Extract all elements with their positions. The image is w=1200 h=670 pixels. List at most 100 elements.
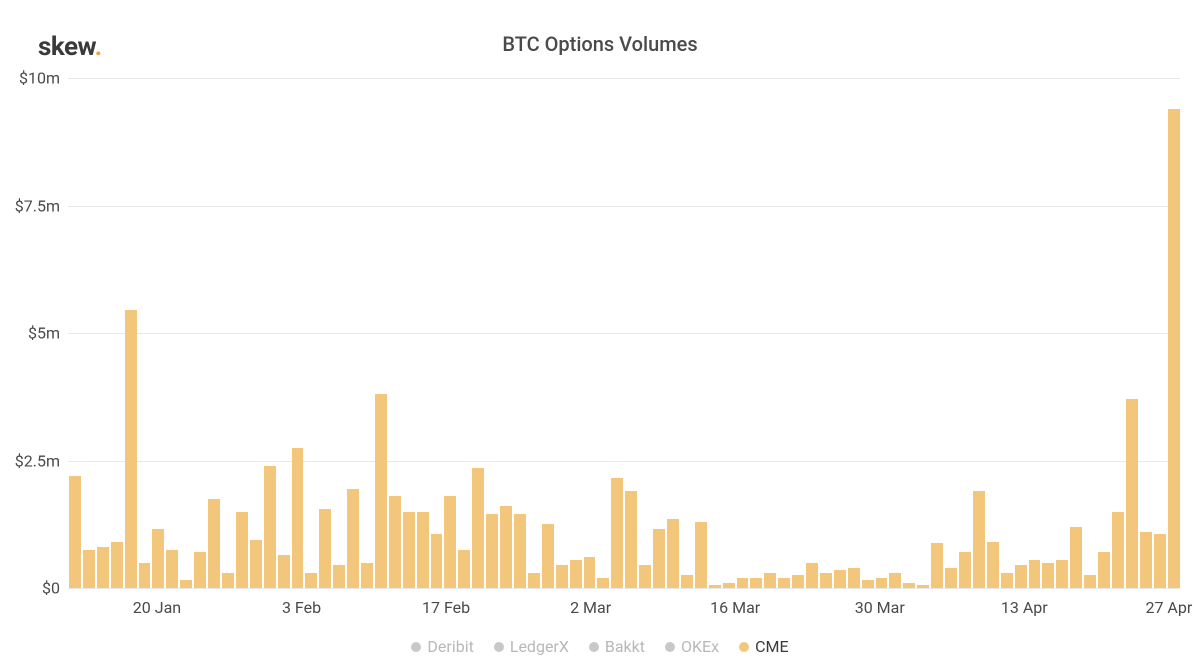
legend-label: Deribit	[427, 637, 473, 656]
bar	[764, 573, 776, 588]
bar	[1070, 527, 1082, 588]
bar	[208, 499, 220, 588]
bar	[806, 563, 818, 589]
bar	[83, 550, 95, 588]
bar	[222, 573, 234, 588]
bar	[695, 522, 707, 588]
bar	[292, 448, 304, 588]
bar	[431, 534, 443, 588]
bars-group	[68, 78, 1180, 588]
bar	[750, 578, 762, 588]
bar	[472, 468, 484, 588]
legend-dot-icon	[494, 642, 504, 652]
logo-text: skew	[38, 32, 95, 62]
legend-label: CME	[755, 637, 788, 656]
bar	[333, 565, 345, 588]
bar	[556, 565, 568, 588]
bar	[778, 578, 790, 588]
bar	[625, 491, 637, 588]
legend-item[interactable]: OKEx	[665, 637, 719, 656]
x-axis-label: 30 Mar	[855, 598, 905, 617]
bar	[319, 509, 331, 588]
bar	[417, 512, 429, 589]
bar	[820, 573, 832, 588]
bar	[570, 560, 582, 588]
x-axis-label: 3 Feb	[282, 598, 321, 617]
bar	[389, 496, 401, 588]
bar	[862, 580, 874, 588]
bar	[458, 550, 470, 588]
chart-title: BTC Options Volumes	[20, 32, 1180, 56]
y-axis-label: $7.5m	[0, 196, 60, 215]
bar	[125, 310, 137, 588]
bar	[305, 573, 317, 588]
bar	[1042, 563, 1054, 589]
bar	[876, 578, 888, 588]
bar	[500, 506, 512, 588]
y-axis-label: $5m	[0, 324, 60, 343]
bar	[639, 565, 651, 588]
legend-dot-icon	[739, 642, 749, 652]
bar	[1126, 399, 1138, 588]
bar	[139, 563, 151, 589]
chart-area	[68, 78, 1180, 588]
y-axis-label: $2.5m	[0, 451, 60, 470]
bar	[1154, 534, 1166, 588]
bar	[584, 557, 596, 588]
legend-dot-icon	[411, 642, 421, 652]
bar	[834, 570, 846, 588]
legend-label: Bakkt	[605, 637, 645, 656]
legend-item[interactable]: Bakkt	[589, 637, 645, 656]
bar	[848, 568, 860, 588]
bar	[514, 514, 526, 588]
bar	[1015, 565, 1027, 588]
bar	[528, 573, 540, 588]
bar	[653, 529, 665, 588]
gridline	[68, 588, 1180, 589]
bar	[945, 568, 957, 588]
bar	[250, 540, 262, 588]
bar	[681, 575, 693, 588]
bar	[959, 552, 971, 588]
y-axis-label: $0	[0, 579, 60, 598]
bar	[486, 514, 498, 588]
x-axis-label: 20 Jan	[133, 598, 181, 617]
bar	[723, 583, 735, 588]
x-axis-labels: 20 Jan3 Feb17 Feb2 Mar16 Mar30 Mar13 Apr…	[68, 598, 1180, 622]
bar	[152, 529, 164, 588]
legend-item[interactable]: CME	[739, 637, 788, 656]
bar	[611, 478, 623, 588]
bar	[1056, 560, 1068, 588]
bar	[166, 550, 178, 588]
bar	[403, 512, 415, 589]
bar	[792, 575, 804, 588]
bar	[69, 476, 81, 588]
logo-dot: .	[95, 32, 102, 62]
x-axis-label: 2 Mar	[570, 598, 611, 617]
bar	[987, 542, 999, 588]
bar	[1029, 560, 1041, 588]
bar	[889, 573, 901, 588]
plot-area	[68, 78, 1180, 588]
bar	[1084, 575, 1096, 588]
bar	[375, 394, 387, 588]
legend-item[interactable]: Deribit	[411, 637, 473, 656]
y-axis-label: $10m	[0, 69, 60, 88]
legend-item[interactable]: LedgerX	[494, 637, 569, 656]
bar	[931, 543, 943, 588]
x-axis-label: 27 Apr	[1145, 598, 1192, 617]
bar	[444, 496, 456, 588]
bar	[111, 542, 123, 588]
legend-label: OKEx	[681, 637, 719, 656]
x-axis-label: 17 Feb	[422, 598, 470, 617]
legend-dot-icon	[665, 642, 675, 652]
bar	[1140, 532, 1152, 588]
bar	[903, 583, 915, 588]
bar	[97, 547, 109, 588]
bar	[542, 524, 554, 588]
x-axis-label: 13 Apr	[1001, 598, 1048, 617]
bar	[667, 519, 679, 588]
logo: skew.	[38, 32, 102, 62]
bar	[236, 512, 248, 589]
bar	[1001, 573, 1013, 588]
